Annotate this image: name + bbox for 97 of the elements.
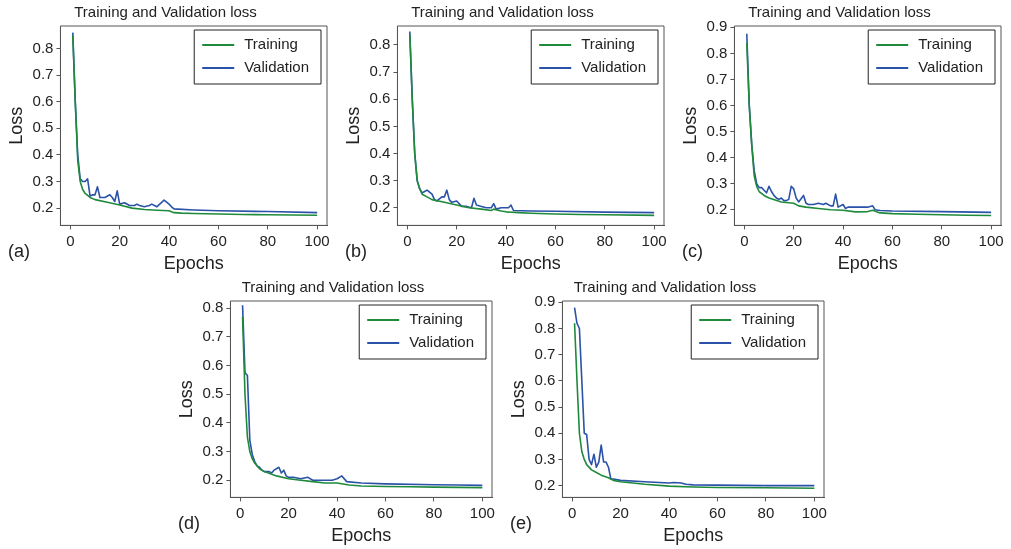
x-tick-label: 60 [709,503,726,521]
x-tick-label: 0 [403,231,412,249]
x-tick-label: 80 [933,231,951,249]
y-tick-label: 0.6 [534,371,556,389]
x-tick-label: 100 [304,231,330,249]
text: (c) [682,241,703,262]
y-tick-label: 0.6 [369,89,391,107]
y-axis-title: Loss [679,106,700,145]
text: (b) [345,241,367,262]
y-tick-label: 0.7 [369,62,391,80]
y-tick-label: 0.2 [706,199,728,217]
legend-label: Training [581,35,635,53]
x-tick-label: 40 [834,231,852,249]
chart-title: Training and Validation loss [748,3,931,21]
x-tick-label: 40 [328,503,346,521]
x-axis-title: Epochs [331,525,392,546]
y-tick-label: 0.7 [534,344,556,362]
text: (a) [8,241,30,262]
y-axis-title: Loss [175,380,196,419]
x-tick-label: 80 [757,503,775,521]
x-tick-label: 20 [111,231,129,249]
x-tick-label: 20 [280,503,297,521]
y-tick-label: 0.8 [369,35,391,53]
y-tick-label: 0.3 [32,171,54,189]
y-tick-label: 0.4 [202,412,224,430]
x-axis-title: Epochs [500,253,561,274]
legend-label: Training [409,310,463,328]
y-tick-label: 0.5 [534,397,556,415]
y-tick-label: 0.7 [32,65,54,83]
x-tick-label: 0 [567,503,577,521]
x-tick-label: 40 [497,231,515,249]
legend-label: Validation [409,333,475,351]
x-tick-label: 100 [469,503,495,521]
x-tick-label: 20 [448,231,466,249]
x-tick-label: 60 [377,503,394,521]
y-tick-label: 0.8 [202,298,224,316]
y-tick-label: 0.2 [202,470,224,488]
x-axis-title: Epochs [163,253,224,274]
y-tick-label: 0.7 [706,69,728,87]
y-tick-label: 0.6 [202,355,224,373]
text: (e) [510,513,532,534]
y-tick-label: 0.2 [369,197,391,215]
chart-title: Training and Validation loss [411,3,594,21]
x-tick-label: 60 [884,231,901,249]
x-tick-label: 100 [801,503,827,521]
y-axis-title: Loss [5,106,26,145]
x-tick-label: 100 [641,231,667,249]
legend-label: Training [741,310,795,328]
y-axis-title: Loss [507,380,528,419]
y-tick-label: 0.3 [534,449,556,467]
y-tick-label: 0.2 [32,198,54,216]
y-tick-label: 0.4 [32,145,54,163]
y-tick-label: 0.6 [32,91,54,109]
x-tick-label: 100 [978,231,1004,249]
y-axis-title: Loss [342,106,363,145]
y-tick-label: 0.4 [534,423,556,441]
x-tick-label: 0 [740,231,749,249]
chart-title: Training and Validation loss [74,3,257,21]
y-tick-label: 0.5 [32,118,54,136]
x-tick-label: 20 [612,503,629,521]
legend-label: Validation [581,58,647,76]
chart-title: Training and Validation loss [573,278,757,296]
y-tick-label: 0.4 [369,143,391,161]
legend-label: Validation [244,58,310,76]
y-tick-label: 0.9 [534,292,556,310]
x-tick-label: 40 [160,231,178,249]
y-tick-label: 0.3 [202,441,224,459]
y-tick-label: 0.7 [202,326,224,344]
y-tick-label: 0.4 [706,147,728,165]
x-tick-label: 80 [425,503,443,521]
y-tick-label: 0.5 [706,121,728,139]
chart-title: Training and Validation loss [241,278,425,296]
legend-label: Training [918,35,972,53]
y-tick-label: 0.5 [369,116,391,134]
y-tick-label: 0.3 [369,170,391,188]
x-axis-title: Epochs [837,253,898,274]
x-tick-label: 0 [66,231,75,249]
y-tick-label: 0.3 [706,173,728,191]
y-tick-label: 0.5 [202,384,224,402]
legend-label: Validation [741,333,807,351]
y-tick-label: 0.6 [706,95,728,113]
legend-label: Validation [918,58,984,76]
legend-label: Training [244,35,298,53]
y-tick-label: 0.8 [706,43,728,61]
x-tick-label: 80 [259,231,277,249]
x-tick-label: 20 [785,231,803,249]
x-tick-label: 60 [210,231,227,249]
x-tick-label: 40 [660,503,678,521]
x-tick-label: 80 [596,231,614,249]
y-tick-label: 0.9 [706,17,728,35]
y-tick-label: 0.2 [534,475,556,493]
x-tick-label: 0 [235,503,245,521]
y-tick-label: 0.8 [32,38,54,56]
y-tick-label: 0.8 [534,318,556,336]
text: (d) [178,513,200,534]
x-axis-title: Epochs [663,525,724,546]
x-tick-label: 60 [547,231,564,249]
